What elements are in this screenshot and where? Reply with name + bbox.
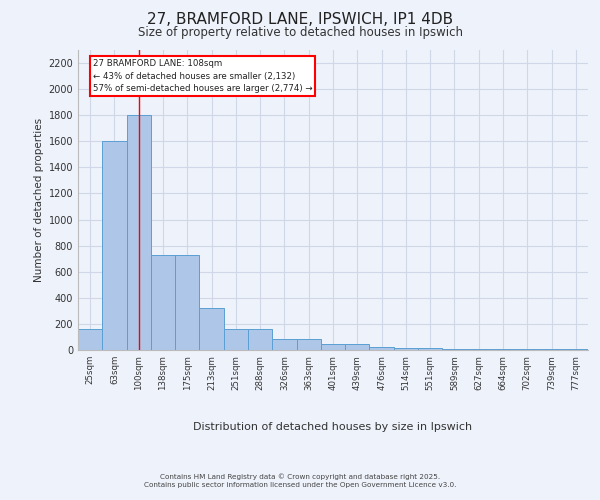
Bar bbox=[151, 255, 175, 350]
Text: Size of property relative to detached houses in Ipswich: Size of property relative to detached ho… bbox=[137, 26, 463, 39]
Bar bbox=[467, 348, 491, 350]
Text: Distribution of detached houses by size in Ipswich: Distribution of detached houses by size … bbox=[193, 422, 473, 432]
Bar bbox=[418, 348, 442, 350]
Bar bbox=[442, 348, 467, 350]
Bar bbox=[127, 115, 151, 350]
Text: Contains HM Land Registry data © Crown copyright and database right 2025.
Contai: Contains HM Land Registry data © Crown c… bbox=[144, 474, 456, 488]
Bar bbox=[175, 255, 199, 350]
Bar bbox=[321, 344, 345, 350]
Bar bbox=[78, 329, 102, 350]
Text: 27, BRAMFORD LANE, IPSWICH, IP1 4DB: 27, BRAMFORD LANE, IPSWICH, IP1 4DB bbox=[147, 12, 453, 28]
Bar bbox=[199, 308, 224, 350]
Y-axis label: Number of detached properties: Number of detached properties bbox=[34, 118, 44, 282]
Bar bbox=[296, 339, 321, 350]
Bar bbox=[224, 329, 248, 350]
Bar bbox=[248, 329, 272, 350]
Bar bbox=[394, 348, 418, 350]
Bar bbox=[272, 339, 296, 350]
Text: 27 BRAMFORD LANE: 108sqm
← 43% of detached houses are smaller (2,132)
57% of sem: 27 BRAMFORD LANE: 108sqm ← 43% of detach… bbox=[92, 59, 312, 93]
Bar bbox=[345, 344, 370, 350]
Bar bbox=[370, 346, 394, 350]
Bar bbox=[102, 142, 127, 350]
